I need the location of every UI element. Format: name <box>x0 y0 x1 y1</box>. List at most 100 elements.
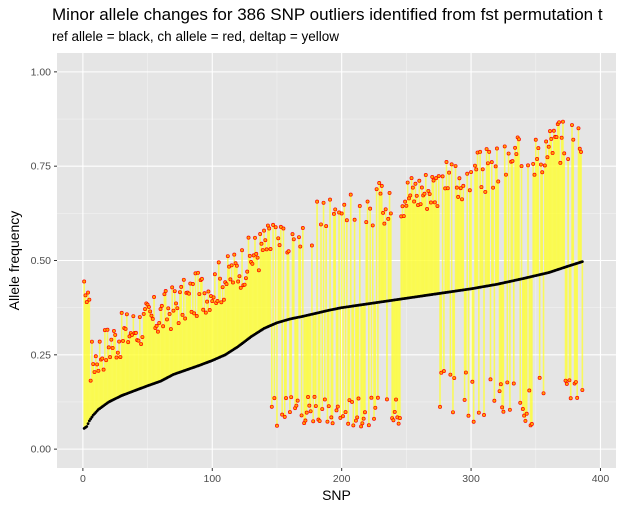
ch-point <box>91 362 96 366</box>
ch-point <box>139 342 144 346</box>
ch-point <box>256 268 261 273</box>
ch-point <box>462 397 467 402</box>
ch-point <box>298 244 303 249</box>
ch-point <box>436 174 441 179</box>
ch-point <box>372 416 376 421</box>
ch-point <box>187 291 191 296</box>
y-axis-ticks: 0.00 0.25 0.50 0.75 1.00 <box>31 66 57 456</box>
ch-point <box>162 292 167 297</box>
ch-point <box>350 399 354 404</box>
ch-point <box>511 381 516 386</box>
ch-point <box>571 137 576 142</box>
ch-point <box>447 170 452 175</box>
ch-point <box>308 409 313 414</box>
ch-point <box>531 161 536 166</box>
ch-point <box>324 224 329 229</box>
ch-point <box>216 260 221 265</box>
ch-point <box>484 147 489 152</box>
ch-point <box>483 189 488 194</box>
ch-point <box>82 279 87 284</box>
ch-point <box>141 311 146 316</box>
ch-point <box>356 396 361 401</box>
ch-point <box>232 252 237 257</box>
ch-point <box>260 248 265 253</box>
ch-point <box>290 232 295 237</box>
ch-point <box>322 397 327 402</box>
ch-point <box>242 282 247 287</box>
ch-point <box>203 310 208 315</box>
ch-point <box>287 410 292 415</box>
ref-allele-points <box>82 260 584 430</box>
ch-point <box>429 200 433 205</box>
ch-point <box>560 119 565 124</box>
ch-point <box>404 203 409 208</box>
ch-point <box>155 329 160 334</box>
ch-point <box>409 176 414 181</box>
ch-point <box>344 218 349 223</box>
ch-point <box>111 328 116 333</box>
ch-point <box>545 155 550 160</box>
ch-point <box>401 214 406 219</box>
ch-point <box>205 299 210 304</box>
chart-title: Minor allele changes for 386 SNP outlier… <box>52 5 603 24</box>
ch-point <box>554 135 559 140</box>
ch-point <box>520 406 525 411</box>
ref-point <box>580 260 584 264</box>
ch-point <box>106 345 111 350</box>
ch-point <box>546 144 551 149</box>
ch-point <box>378 191 383 196</box>
ch-point <box>295 398 300 403</box>
ch-point <box>427 192 432 196</box>
ch-point <box>343 410 348 415</box>
ch-point <box>533 137 538 142</box>
ch-point <box>387 190 392 195</box>
ch-point <box>238 285 243 290</box>
ch-point <box>180 312 185 317</box>
ch-point <box>457 176 462 181</box>
ch-point <box>510 159 515 164</box>
ch-point <box>328 197 332 202</box>
chart-subtitle: ref allele = black, ch allele = red, del… <box>52 29 340 44</box>
ch-point <box>143 307 147 312</box>
ch-point <box>154 323 159 328</box>
ch-point <box>109 337 114 342</box>
ch-point <box>577 146 582 151</box>
ch-point <box>172 289 177 294</box>
ch-point <box>126 340 131 345</box>
ref-point <box>86 422 90 426</box>
ch-point <box>536 146 541 151</box>
ch-point <box>346 421 351 426</box>
ch-point <box>268 247 273 251</box>
ch-point <box>491 185 496 190</box>
ch-point <box>434 176 439 181</box>
ch-point <box>370 223 375 228</box>
ch-point <box>220 285 225 290</box>
ch-point <box>500 405 505 410</box>
ch-point <box>431 178 436 183</box>
ch-point <box>255 255 260 260</box>
ch-point <box>196 270 200 275</box>
ch-point <box>304 410 309 415</box>
ch-point <box>480 167 485 172</box>
ch-point <box>549 136 554 141</box>
ch-point <box>170 285 175 290</box>
ch-point <box>105 327 110 332</box>
ch-point <box>471 419 476 424</box>
ch-point <box>269 404 274 409</box>
ch-point <box>199 276 204 281</box>
ch-point <box>123 326 128 331</box>
ch-point <box>363 410 367 415</box>
ch-point <box>299 413 304 418</box>
ch-point <box>133 330 138 335</box>
ch-point <box>440 174 445 179</box>
ch-point <box>218 276 222 281</box>
ch-point <box>405 180 410 185</box>
ch-point <box>478 149 483 154</box>
ch-point <box>410 185 415 190</box>
ch-point <box>89 339 94 344</box>
ch-point <box>347 398 352 403</box>
ch-point <box>579 149 584 154</box>
ch-point <box>224 282 229 287</box>
ch-point <box>514 152 519 156</box>
